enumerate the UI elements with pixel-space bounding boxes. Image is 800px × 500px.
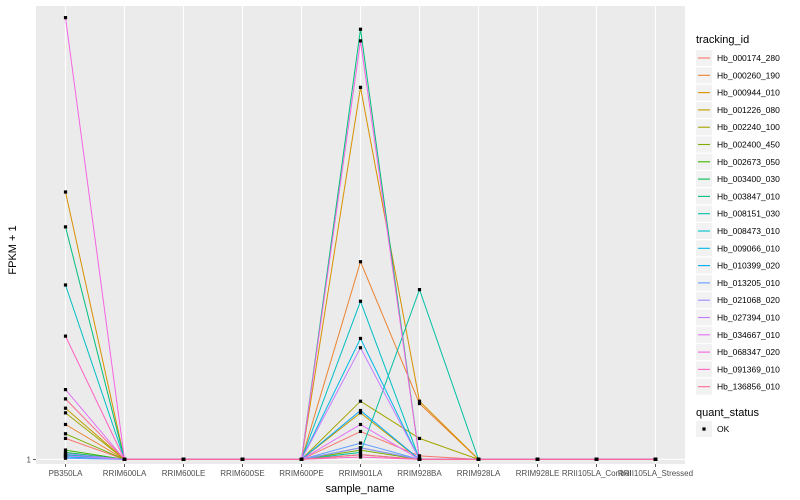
- data-point: [417, 401, 422, 406]
- legend-label: Hb_003400_030: [717, 174, 780, 184]
- x-tick-label: RRIM928LA: [457, 469, 501, 478]
- x-tick-label: RRIM901LA: [339, 469, 383, 478]
- data-point: [122, 457, 127, 461]
- data-point: [535, 457, 540, 461]
- data-point: [63, 411, 68, 415]
- data-point: [358, 399, 363, 403]
- x-tick-label: RRIM600LE: [162, 469, 206, 478]
- legend-label: Hb_002400_450: [717, 140, 780, 150]
- legend: tracking_id Hb_000174_280Hb_000260_190Hb…: [696, 34, 780, 437]
- point-legend-label: OK: [717, 424, 730, 434]
- data-point: [358, 39, 363, 43]
- data-point: [358, 446, 363, 450]
- legend-label: Hb_002240_100: [717, 122, 780, 132]
- data-point: [417, 288, 422, 292]
- data-point: [417, 454, 422, 458]
- legend-label: Hb_000944_010: [717, 88, 780, 98]
- x-tick-label: RRII105LA_Control: [562, 469, 632, 478]
- data-point: [63, 406, 68, 410]
- data-point: [358, 299, 363, 303]
- data-point: [63, 16, 68, 20]
- data-point: [358, 422, 363, 427]
- data-point: [63, 422, 68, 427]
- data-point: [358, 346, 363, 350]
- legend-label: Hb_010399_020: [717, 261, 780, 271]
- data-point: [476, 457, 481, 461]
- data-point: [63, 225, 68, 229]
- legend-title: tracking_id: [696, 34, 749, 46]
- legend-label: Hb_034667_010: [717, 330, 780, 340]
- legend-label: Hb_003847_010: [717, 191, 780, 201]
- x-tick-label: RRIM928BA: [397, 469, 442, 478]
- legend-items: Hb_000174_280 Hb_000260_190 Hb_000944_010 H…: [696, 50, 780, 395]
- data-point: [63, 451, 68, 456]
- data-point: [63, 397, 68, 401]
- data-point: [417, 399, 422, 403]
- data-point: [63, 454, 68, 458]
- data-point: [299, 457, 304, 461]
- data-point: [240, 457, 245, 461]
- data-point: [63, 436, 68, 441]
- x-tick-label: RRII105LA_Stressed: [618, 469, 693, 478]
- legend-label: Hb_001226_080: [717, 105, 780, 115]
- data-point: [63, 456, 68, 460]
- legend-label: Hb_008151_030: [717, 209, 780, 219]
- data-point: [63, 448, 68, 452]
- legend-label: Hb_136856_010: [717, 382, 780, 392]
- gridlines: [36, 6, 685, 464]
- data-point: [63, 190, 68, 194]
- data-point: [417, 457, 422, 461]
- data-point: [63, 283, 68, 287]
- y-axis: 1: [27, 455, 36, 464]
- data-point: [358, 408, 363, 413]
- legend-label: Hb_091369_010: [717, 364, 780, 374]
- data-point: [594, 457, 599, 461]
- legend-label: Hb_027394_010: [717, 313, 780, 323]
- data-point: [417, 436, 422, 441]
- data-point: [358, 429, 363, 434]
- legend-point-key: [702, 427, 706, 431]
- data-point: [358, 448, 363, 452]
- x-axis: PB350LA RRIM600LA RRIM600LE RRIM600SE RRIM60…: [49, 464, 693, 478]
- x-tick-label: RRIM600PE: [279, 469, 323, 478]
- data-point: [358, 27, 363, 31]
- legend-label: Hb_068347_020: [717, 347, 780, 357]
- data-point: [358, 455, 363, 459]
- point-legend: OK: [696, 421, 730, 437]
- data-points: [63, 16, 658, 461]
- data-point: [358, 336, 363, 341]
- x-tick-label: PB350LA: [49, 469, 83, 478]
- data-point: [358, 441, 363, 445]
- data-point: [358, 450, 363, 454]
- legend-label: Hb_009066_010: [717, 243, 780, 253]
- x-tick-label: RRIM928LE: [516, 469, 560, 478]
- data-point: [358, 260, 363, 264]
- x-tick-label: RRIM600SE: [220, 469, 264, 478]
- data-point: [358, 411, 363, 415]
- data-point: [181, 457, 186, 461]
- legend-label: Hb_013205_010: [717, 278, 780, 288]
- x-tick-label: RRIM600LA: [103, 469, 147, 478]
- data-point: [653, 457, 658, 461]
- data-point: [358, 453, 363, 457]
- legend-label: Hb_008473_010: [717, 226, 780, 236]
- legend-label: Hb_000174_280: [717, 53, 780, 63]
- data-point: [358, 85, 363, 89]
- legend-label: Hb_000260_190: [717, 70, 780, 80]
- y-axis-title: FPKM + 1: [7, 225, 19, 274]
- data-point: [63, 388, 68, 392]
- data-point: [63, 334, 68, 338]
- y-tick-label: 1: [27, 455, 32, 464]
- x-axis-title: sample_name: [325, 483, 394, 495]
- data-point: [63, 432, 68, 436]
- legend-label: Hb_021068_020: [717, 295, 780, 305]
- legend-label: Hb_002673_050: [717, 157, 780, 167]
- point-legend-title: quant_status: [696, 407, 759, 419]
